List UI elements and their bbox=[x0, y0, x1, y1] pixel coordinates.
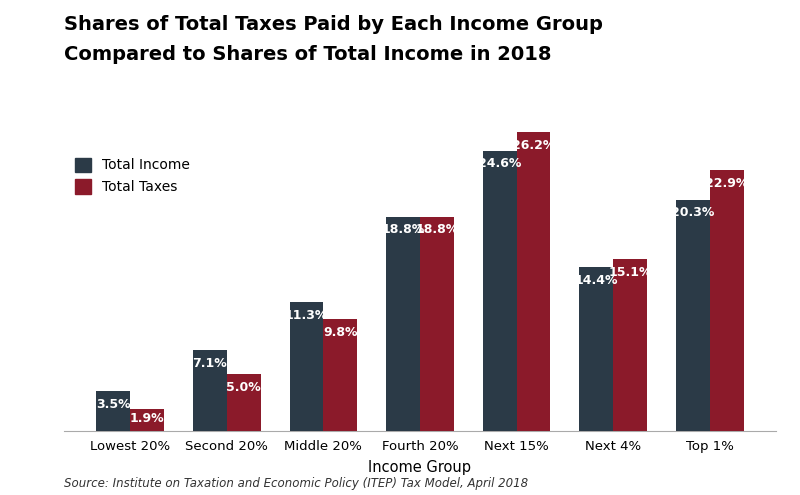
X-axis label: Income Group: Income Group bbox=[369, 460, 471, 475]
Bar bbox=[130, 409, 164, 431]
Text: Shares of Total Taxes Paid by Each Income Group: Shares of Total Taxes Paid by Each Incom… bbox=[64, 15, 603, 34]
Text: 5.0%: 5.0% bbox=[226, 381, 261, 394]
Bar bbox=[386, 217, 420, 431]
Bar bbox=[193, 350, 226, 431]
Bar bbox=[420, 217, 454, 431]
Text: 15.1%: 15.1% bbox=[608, 265, 652, 279]
Text: 18.8%: 18.8% bbox=[382, 223, 425, 237]
Text: 22.9%: 22.9% bbox=[705, 177, 749, 190]
Bar bbox=[96, 391, 130, 431]
Text: Compared to Shares of Total Income in 2018: Compared to Shares of Total Income in 20… bbox=[64, 45, 551, 63]
Text: 18.8%: 18.8% bbox=[415, 223, 458, 237]
Text: 3.5%: 3.5% bbox=[96, 397, 130, 411]
Bar bbox=[614, 259, 647, 431]
Text: 9.8%: 9.8% bbox=[323, 326, 358, 339]
Text: 20.3%: 20.3% bbox=[671, 206, 714, 219]
Bar bbox=[290, 302, 323, 431]
Text: 24.6%: 24.6% bbox=[478, 157, 522, 170]
Bar bbox=[579, 267, 614, 431]
Text: Source: Institute on Taxation and Economic Policy (ITEP) Tax Model, April 2018: Source: Institute on Taxation and Econom… bbox=[64, 477, 528, 490]
Text: 26.2%: 26.2% bbox=[512, 139, 555, 152]
Text: 1.9%: 1.9% bbox=[130, 412, 164, 425]
Text: 14.4%: 14.4% bbox=[574, 274, 618, 287]
Bar bbox=[482, 150, 517, 431]
Bar bbox=[226, 374, 261, 431]
Bar bbox=[710, 170, 744, 431]
Bar bbox=[323, 319, 358, 431]
Legend: Total Income, Total Taxes: Total Income, Total Taxes bbox=[74, 157, 190, 194]
Text: 7.1%: 7.1% bbox=[193, 356, 227, 370]
Text: 11.3%: 11.3% bbox=[285, 309, 328, 322]
Bar bbox=[676, 199, 710, 431]
Bar bbox=[517, 132, 550, 431]
